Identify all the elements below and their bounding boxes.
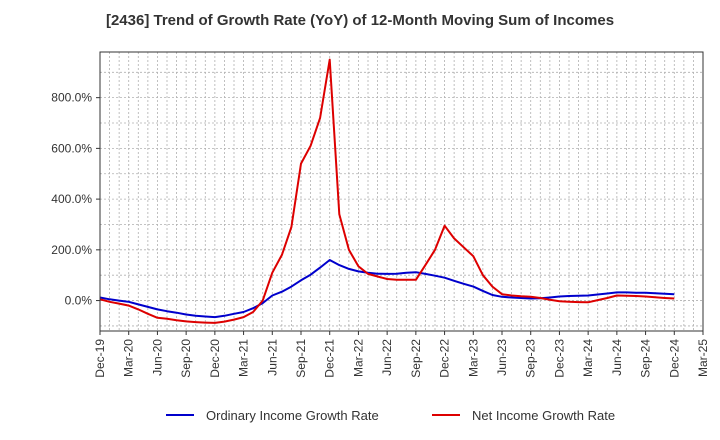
legend: Ordinary Income Growth Rate Net Income G… [0,405,720,425]
x-tick-label: Jun-21 [265,339,279,376]
plot-frame [99,51,704,332]
axes: 0.0% 200.0% 400.0% 600.0% 800.0% Dec-19 Mar-20… [51,91,710,378]
x-tick-label: Mar-23 [466,339,480,377]
x-tick-label: Dec-20 [208,339,222,378]
x-tick-label: Dec-19 [93,339,107,378]
x-tick-label: Dec-23 [552,339,566,378]
legend-swatch-ordinary-income [166,414,194,416]
x-tick-label: Dec-22 [438,339,452,378]
x-tick-label: Mar-22 [351,339,365,377]
x-tick-label: Jun-23 [495,339,509,376]
y-tick-label: 800.0% [51,91,92,105]
x-tick-label: Dec-24 [667,339,681,378]
plot-area [100,52,703,331]
chart-title: [2436] Trend of Growth Rate (YoY) of 12-… [105,12,615,29]
x-tick-label: Sep-21 [294,339,308,378]
x-tick-label: Sep-20 [179,339,193,378]
series-line-net-income [99,58,675,324]
x-tick-label: Jun-24 [610,339,624,376]
legend-label-net-income: Net Income Growth Rate [472,407,616,423]
y-tick-label: 0.0% [65,294,93,308]
legend-swatch-net-income [432,414,460,416]
x-tick-label: Mar-21 [237,339,251,377]
y-tick-label: 200.0% [51,243,92,257]
y-tick-label: 600.0% [51,141,92,155]
legend-item-net-income: Net Income Growth Rate [432,405,615,425]
y-tick-label: 400.0% [51,192,92,206]
x-tick-label: Sep-24 [639,339,653,378]
x-tick-label: Mar-24 [581,339,595,377]
x-tick-label: Mar-25 [696,339,710,377]
series-lines [99,58,675,324]
series-line-ordinary-income [99,259,675,319]
x-tick-label: Sep-22 [409,339,423,378]
x-tick-label: Sep-23 [524,339,538,378]
x-tick-label: Dec-21 [323,339,337,378]
x-tick-label: Jun-22 [380,339,394,376]
x-tick-label: Jun-20 [150,339,164,376]
legend-item-ordinary-income: Ordinary Income Growth Rate [166,405,379,425]
x-tick-label: Mar-20 [122,339,136,377]
legend-label-ordinary-income: Ordinary Income Growth Rate [206,407,379,423]
